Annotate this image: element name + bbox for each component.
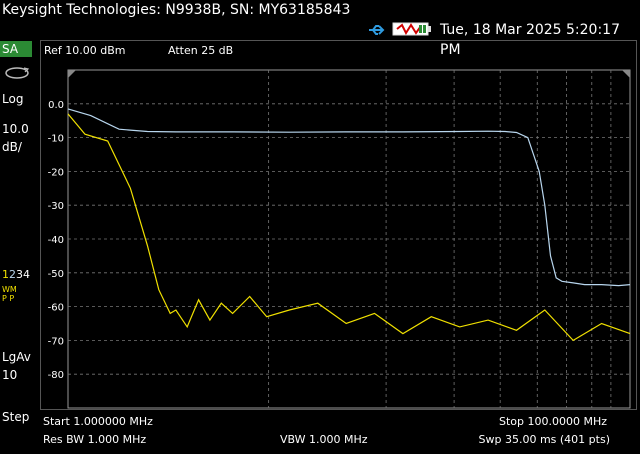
y-tick-label: -70 — [48, 336, 64, 347]
plot-grid — [67, 69, 631, 409]
avg-label[interactable]: LgAv — [2, 350, 31, 364]
usb-icon — [369, 25, 385, 35]
scale-unit: dB/ — [2, 140, 22, 154]
trace-lines — [67, 108, 631, 342]
sweep-time[interactable]: Swp 35.00 ms (401 pts) — [478, 433, 611, 446]
y-tick-label: -40 — [48, 235, 64, 246]
resolution-bandwidth[interactable]: Res BW 1.000 MHz — [43, 433, 147, 446]
trace-1-line — [67, 113, 631, 342]
y-tick-label: -30 — [48, 201, 64, 212]
plot-corner-marker-right — [622, 70, 630, 78]
y-tick-label: -50 — [48, 269, 64, 280]
scale-type-label[interactable]: Log — [2, 92, 24, 106]
trace-mode-indicator: WM P P — [2, 285, 17, 303]
plot-corner-marker-left — [68, 70, 76, 78]
y-tick-label: 0.0 — [48, 100, 64, 111]
trace-3-label[interactable]: 3 — [16, 268, 23, 281]
scale-value[interactable]: 10.0 — [2, 122, 29, 136]
trace-2-label[interactable]: 2 — [9, 268, 16, 281]
trace-number-list: 1234 — [2, 268, 30, 281]
datetime-display: Tue, 18 Mar 2025 5:20:17 PM — [440, 22, 620, 58]
stop-frequency[interactable]: Stop 100.0000 MHz — [498, 415, 607, 428]
y-axis-ticks: 0.0 -10 -20 -30 -40 -50 -60 -70 -80 — [48, 100, 64, 381]
trace-1-label[interactable]: 1 — [2, 268, 9, 281]
trace-mode-bottom: P P — [2, 294, 15, 303]
y-tick-label: -20 — [48, 167, 64, 178]
avg-count: 10 — [2, 368, 18, 382]
plot-frame — [40, 40, 637, 410]
y-tick-label: -80 — [48, 370, 64, 381]
step-label[interactable]: Step — [2, 410, 30, 424]
reference-level[interactable]: Ref 10.00 dBm — [44, 44, 126, 57]
y-tick-label: -10 — [48, 134, 64, 145]
y-tick-label: -60 — [48, 303, 64, 314]
trace-mode-top: WM — [2, 285, 17, 294]
attenuation[interactable]: Atten 25 dB — [168, 44, 234, 57]
video-bandwidth[interactable]: VBW 1.000 MHz — [280, 433, 368, 446]
battery-icon — [392, 22, 431, 36]
trace-4-label[interactable]: 4 — [23, 268, 30, 281]
start-frequency[interactable]: Start 1.000000 MHz — [43, 415, 153, 428]
trace-2-line — [67, 108, 631, 287]
mode-badge[interactable]: SA — [0, 41, 32, 57]
rotate-icon — [5, 67, 30, 79]
window-title: Keysight Technologies: N9938B, SN: MY631… — [2, 2, 351, 18]
